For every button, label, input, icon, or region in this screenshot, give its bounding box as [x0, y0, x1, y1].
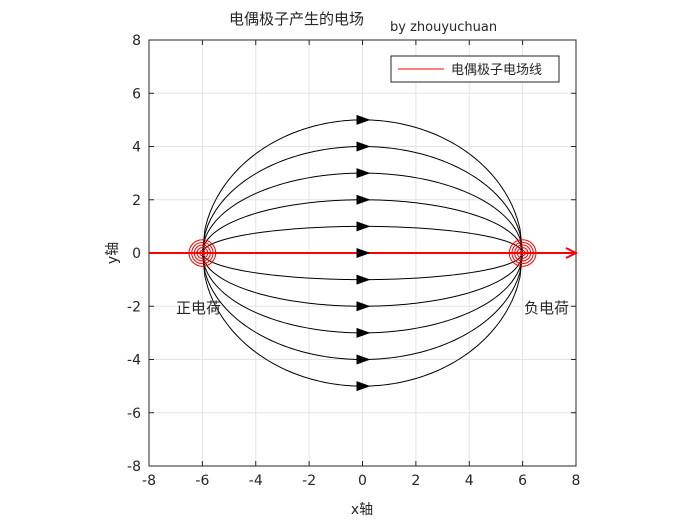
- y-tick-label: -8: [127, 459, 141, 475]
- negative-charge-label: 负电荷: [524, 299, 569, 317]
- y-tick-label: -4: [127, 353, 141, 369]
- x-tick-label: 2: [411, 473, 420, 489]
- chart-subtitle: by zhouyuchuan: [390, 20, 497, 35]
- x-tick-label: -8: [142, 473, 156, 489]
- x-tick-label: -2: [302, 473, 316, 489]
- legend-entry: 电偶极子电场线: [451, 63, 542, 78]
- red-axis-arrow: [565, 247, 579, 259]
- arrow-head: [356, 301, 371, 312]
- arrow-head: [356, 168, 371, 179]
- x-tick-label: -6: [195, 473, 209, 489]
- x-tick-label: 8: [572, 473, 581, 489]
- arrow-head: [356, 194, 371, 205]
- x-tick-label: 4: [465, 473, 474, 489]
- y-axis-label: y轴: [105, 242, 121, 264]
- y-tick-label: 4: [132, 140, 141, 156]
- y-tick-label: 0: [132, 246, 141, 262]
- arrow-head: [356, 381, 371, 392]
- arrows: [356, 114, 579, 392]
- chart-title: 电偶极子产生的电场: [229, 10, 364, 28]
- ticks: -8 -6 -4 -2 0 2 4 6 8 -8 -6 -4 -2 0 2 4 6 8: [127, 33, 580, 489]
- y-tick-label: -6: [127, 406, 141, 422]
- x-tick-label: -4: [249, 473, 263, 489]
- legend: 电偶极子电场线: [390, 55, 560, 83]
- arrow-head: [356, 141, 371, 152]
- y-tick-label: 8: [132, 33, 141, 49]
- arrow-head: [356, 114, 371, 125]
- arrow-head: [356, 248, 371, 258]
- y-tick-label: -2: [127, 299, 141, 315]
- arrow-head: [356, 274, 371, 285]
- arrow-head: [356, 221, 371, 232]
- x-tick-label: 0: [358, 473, 367, 489]
- y-tick-label: 2: [132, 193, 141, 209]
- arrow-head: [356, 354, 371, 365]
- positive-charge-label: 正电荷: [176, 299, 221, 317]
- y-tick-label: 6: [132, 86, 141, 102]
- arrow-head: [356, 327, 371, 338]
- x-tick-label: 6: [518, 473, 527, 489]
- x-axis-label: x轴: [351, 502, 373, 518]
